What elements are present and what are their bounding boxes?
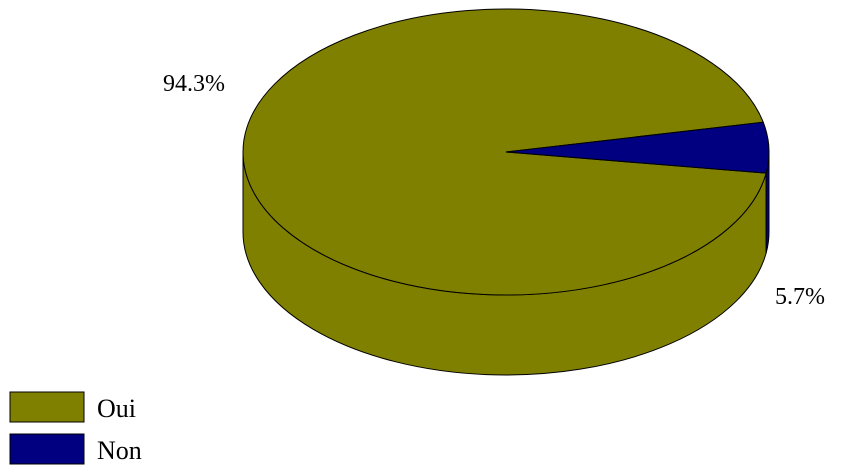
legend: Oui Non bbox=[9, 391, 142, 465]
slice-label-oui: 94.3% bbox=[163, 71, 225, 97]
legend-swatch-non bbox=[9, 433, 85, 465]
pie-top-layer bbox=[242, 8, 770, 296]
slice-label-non: 5.7% bbox=[775, 284, 825, 310]
slice-non bbox=[505, 121, 770, 174]
legend-label-non: Non bbox=[97, 436, 142, 465]
slice-oui bbox=[242, 8, 767, 296]
legend-swatch-oui bbox=[9, 391, 85, 423]
legend-label-oui: Oui bbox=[97, 394, 136, 423]
